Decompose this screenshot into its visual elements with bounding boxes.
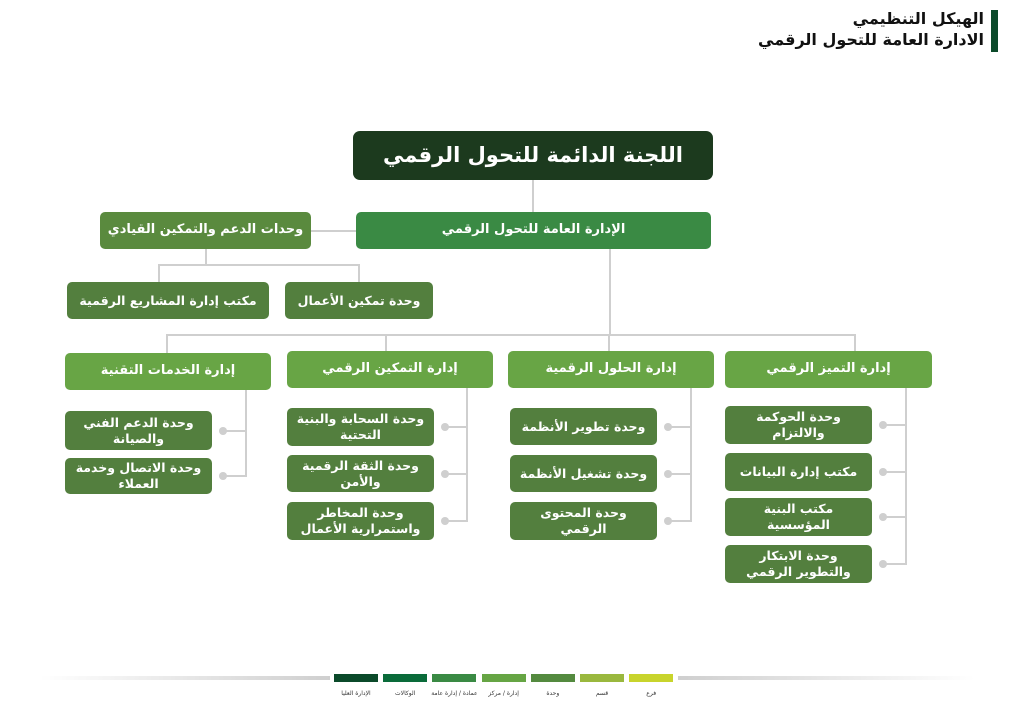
unit-box[interactable]: وحدة المخاطر واستمرارية الأعمال xyxy=(287,502,434,540)
legend-swatch xyxy=(432,674,477,682)
connector xyxy=(444,426,466,428)
connector xyxy=(882,424,905,426)
unit-box[interactable]: وحدة الحوكمة والالتزام xyxy=(725,406,872,444)
page-title: الهيكل التنظيمي الادارة العامة للتحول ال… xyxy=(758,8,984,50)
unit-box[interactable]: وحدة تشغيل الأنظمة xyxy=(510,455,657,492)
connector xyxy=(882,471,905,473)
legend-line xyxy=(40,676,330,680)
connector xyxy=(854,334,856,351)
permanent-committee-box[interactable]: اللجنة الدائمة للتحول الرقمي xyxy=(353,131,713,180)
connector-dot xyxy=(219,426,227,435)
connector xyxy=(532,180,534,212)
unit-box[interactable]: وحدة المحتوى الرقمي xyxy=(510,502,657,540)
connector-dot xyxy=(879,468,887,476)
connector xyxy=(444,520,466,522)
connector-dot xyxy=(441,423,449,431)
connector xyxy=(158,264,360,266)
legend-swatch xyxy=(530,674,575,682)
connector xyxy=(690,388,692,522)
connector xyxy=(158,264,160,282)
department-box[interactable]: إدارة التميز الرقمي xyxy=(725,351,932,388)
title-line-1: الهيكل التنظيمي xyxy=(852,9,984,28)
legend-label: قسم xyxy=(595,690,609,697)
legend-label: الوكالات xyxy=(395,690,416,697)
support-unit-box[interactable]: وحدة تمكين الأعمال xyxy=(285,282,433,319)
general-administration-box[interactable]: الإدارة العامة للتحول الرقمي xyxy=(356,212,711,249)
unit-box[interactable]: مكتب إدارة البيانات xyxy=(725,453,872,491)
legend-label: عمادة / إدارة عامة xyxy=(431,690,478,697)
support-units-box[interactable]: وحدات الدعم والتمكين القيادي xyxy=(100,212,311,249)
connector-dot xyxy=(441,517,449,525)
connector xyxy=(667,425,690,428)
connector xyxy=(166,334,856,336)
legend-swatch xyxy=(481,674,526,682)
connector xyxy=(205,249,207,265)
connector xyxy=(608,334,610,351)
legend-swatch xyxy=(383,674,428,682)
unit-box[interactable]: وحدة تطوير الأنظمة xyxy=(510,408,657,445)
legend-swatch xyxy=(334,674,378,682)
title-accent-bar xyxy=(991,10,998,52)
connector-dot xyxy=(219,472,227,480)
connector-dot xyxy=(664,517,672,525)
title-line-2: الادارة العامة للتحول الرقمي xyxy=(758,30,984,49)
connector xyxy=(385,334,387,351)
connector xyxy=(222,475,245,477)
connector-dot xyxy=(879,513,887,521)
department-box[interactable]: إدارة الخدمات التقنية xyxy=(65,353,271,390)
unit-box[interactable]: وحدة الثقة الرقمية والأمن xyxy=(287,455,434,492)
department-box[interactable]: إدارة الحلول الرقمية xyxy=(508,351,714,388)
legend-label: فرع xyxy=(646,690,657,697)
connector-dot xyxy=(879,421,887,429)
unit-box[interactable]: مكتب البنية المؤسسية xyxy=(725,498,872,536)
connector xyxy=(222,429,245,432)
unit-box[interactable]: وحدة الدعم الفني والصيانة xyxy=(65,411,212,450)
connector xyxy=(905,388,907,565)
connector xyxy=(166,334,168,353)
unit-box[interactable]: وحدة الاتصال وخدمة العملاء xyxy=(65,458,212,494)
connector xyxy=(882,516,905,518)
connector xyxy=(444,472,466,475)
connector xyxy=(609,249,611,335)
legend-swatch xyxy=(580,674,624,682)
legend-line xyxy=(678,676,975,680)
connector xyxy=(667,520,690,522)
unit-box[interactable]: وحدة السحابة والبنية التحتية xyxy=(287,408,434,446)
connector-dot xyxy=(879,560,887,568)
legend-label: الإدارة العليا xyxy=(341,690,371,697)
connector-dot xyxy=(664,469,672,478)
support-unit-box[interactable]: مكتب إدارة المشاريع الرقمية xyxy=(67,282,269,319)
connector xyxy=(358,264,360,282)
connector xyxy=(311,230,356,232)
connector xyxy=(882,563,905,565)
connector xyxy=(667,472,690,475)
legend-label: إدارة / مركز xyxy=(488,690,519,697)
legend-swatch xyxy=(629,674,674,682)
connector-dot xyxy=(441,469,449,478)
unit-box[interactable]: وحدة الابتكار والتطوير الرقمي xyxy=(725,545,872,583)
connector xyxy=(466,388,468,522)
connector-dot xyxy=(664,422,672,431)
department-box[interactable]: إدارة التمكين الرقمي xyxy=(287,351,493,388)
legend-label: وحدة xyxy=(546,690,560,697)
connector xyxy=(245,390,247,477)
